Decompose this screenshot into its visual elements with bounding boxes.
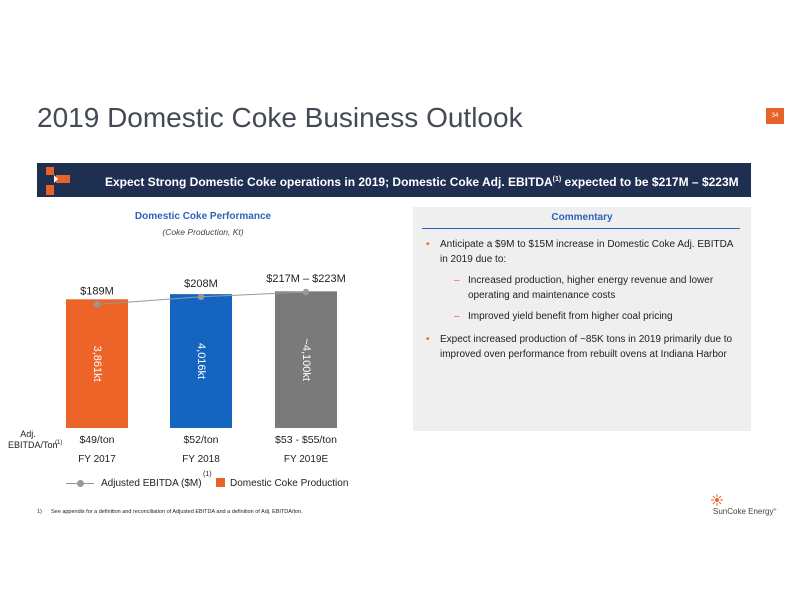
dash-icon: – — [454, 311, 460, 322]
legend-line-marker-icon — [77, 480, 84, 487]
footnote-number: 1) — [37, 509, 42, 515]
ebitda-label-1: $189M — [80, 285, 114, 297]
commentary-bullet-2: • Expect increased production of ~85K to… — [426, 332, 740, 362]
commentary-sub-bullet-2: – Improved yield benefit from higher coa… — [454, 309, 742, 324]
page-title: 2019 Domestic Coke Business Outlook — [37, 102, 523, 133]
suncoke-brand-logo: SunCoke Energy® — [708, 493, 788, 519]
ebitda-point-2 — [197, 293, 205, 300]
per-ton-value-1: $49/ton — [79, 434, 114, 446]
category-label-1: FY 2017 — [78, 454, 116, 465]
headline-main: Expect Strong Domestic Coke operations i… — [105, 175, 553, 189]
commentary-sub-bullet-1-text: Increased production, higher energy reve… — [468, 275, 714, 301]
commentary-title: Commentary — [551, 212, 613, 223]
performance-subtitle: (Coke Production, Kt) — [162, 227, 244, 237]
commentary-sub-bullet-2-text: Improved yield benefit from higher coal … — [468, 311, 673, 322]
footnote: 1) See appendix for a definition and reco… — [37, 509, 303, 515]
bullet-dot-icon: • — [426, 334, 430, 345]
category-label-2: FY 2018 — [182, 454, 220, 465]
legend-bar-swatch — [216, 478, 225, 487]
commentary-bullet-1-text: Anticipate a $9M to $15M increase in Dom… — [440, 239, 733, 265]
sun-burst-icon — [711, 494, 723, 506]
ebitda-point-1 — [93, 301, 101, 308]
headline-banner: Expect Strong Domestic Coke operations i… — [37, 163, 751, 197]
per-ton-row-label-footnote-ref: (1) — [55, 440, 62, 446]
legend-bar-label: Domestic Coke Production — [230, 478, 349, 489]
bullet-dot-icon: • — [426, 239, 430, 250]
ebitda-point-3 — [302, 288, 310, 296]
footnote-text: See appendix for a definition and reconc… — [51, 509, 303, 515]
per-ton-value-2: $52/ton — [183, 434, 218, 446]
production-bar-label-3: ~4,100kt — [300, 338, 312, 381]
brand-name-text: SunCoke Energy — [713, 507, 774, 516]
brand-trademark: ® — [773, 507, 777, 512]
headline-footnote-ref: (1) — [552, 176, 562, 183]
per-ton-row-label-line2: EBITDA/Ton — [8, 440, 58, 450]
per-ton-row-label-line1: Adj. — [20, 429, 36, 439]
brand-name: SunCoke Energy® — [713, 507, 776, 516]
legend-line-label: Adjusted EBITDA ($M) — [101, 478, 202, 489]
performance-title: Domestic Coke Performance — [134, 211, 272, 222]
production-bar-3 — [275, 291, 337, 428]
production-bar-label-2: 4,016kt — [195, 343, 207, 379]
production-bar-1 — [66, 299, 128, 428]
commentary-panel: Commentary — [413, 207, 751, 431]
production-bar-2 — [170, 294, 232, 428]
headline-text: Expect Strong Domestic Coke operations i… — [105, 163, 739, 197]
page-number: 34 — [766, 108, 784, 124]
commentary-bullet-1: • Anticipate a $9M to $15M increase in D… — [426, 237, 740, 267]
headline-end: expected to be $217M – $223M — [561, 175, 739, 189]
ebitda-label-2: $208M — [184, 278, 218, 290]
dash-icon: – — [454, 275, 460, 286]
legend-line-footnote-ref: (1) — [203, 471, 212, 478]
commentary-sub-bullet-1: – Increased production, higher energy re… — [454, 273, 742, 303]
suncoke-logo-mark-icon — [46, 167, 70, 195]
domestic-coke-performance-chart: 3,861kt 4,016kt ~4,100kt $189M $208M $217M – … — [8, 273, 346, 465]
category-label-3: FY 2019E — [284, 454, 329, 465]
ebitda-label-3: $217M – $223M — [266, 273, 346, 285]
production-bar-label-1: 3,861kt — [91, 346, 103, 382]
per-ton-value-3: $53 - $55/ton — [275, 434, 337, 446]
commentary-bullet-2-text: Expect increased production of ~85K tons… — [440, 334, 733, 360]
commentary-divider — [422, 228, 740, 229]
